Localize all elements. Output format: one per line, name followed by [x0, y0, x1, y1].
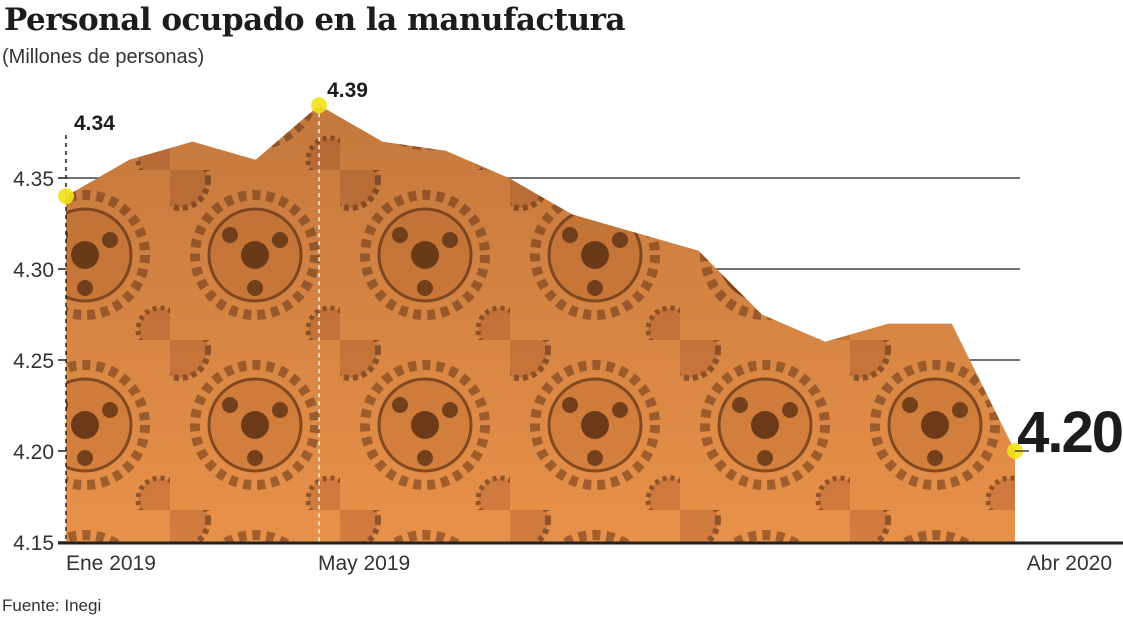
x-tick-label: Abr 2020 — [1027, 552, 1112, 575]
y-axis: 4.15 4.20 4.25 4.30 4.35 — [13, 168, 66, 555]
annotation-label: 4.39 — [327, 79, 368, 102]
annotation-label-latest: 4.20 — [1017, 400, 1122, 465]
annotation-label: 4.34 — [74, 112, 115, 135]
x-tick-label: May 2019 — [318, 552, 410, 575]
y-tick-label: 4.35 — [13, 168, 54, 191]
data-area — [66, 105, 1015, 542]
x-axis: Ene 2019 May 2019 Abr 2020 — [58, 541, 1123, 575]
chart-subtitle: (Millones de personas) — [2, 46, 205, 68]
chart-title: Personal ocupado en la manufactura — [4, 2, 626, 38]
area-shade — [66, 105, 1015, 542]
highlight-dot — [311, 97, 328, 114]
x-tick-label: Ene 2019 — [66, 552, 156, 575]
y-tick-label: 4.25 — [13, 350, 54, 373]
annotations: 4.34 4.39 4.20 — [58, 79, 1123, 542]
y-tick-label: 4.30 — [13, 259, 54, 282]
source-note: Fuente: Inegi — [2, 596, 102, 615]
y-tick-label: 4.15 — [13, 532, 54, 555]
highlight-dot — [58, 188, 74, 205]
y-tick-label: 4.20 — [13, 441, 54, 464]
